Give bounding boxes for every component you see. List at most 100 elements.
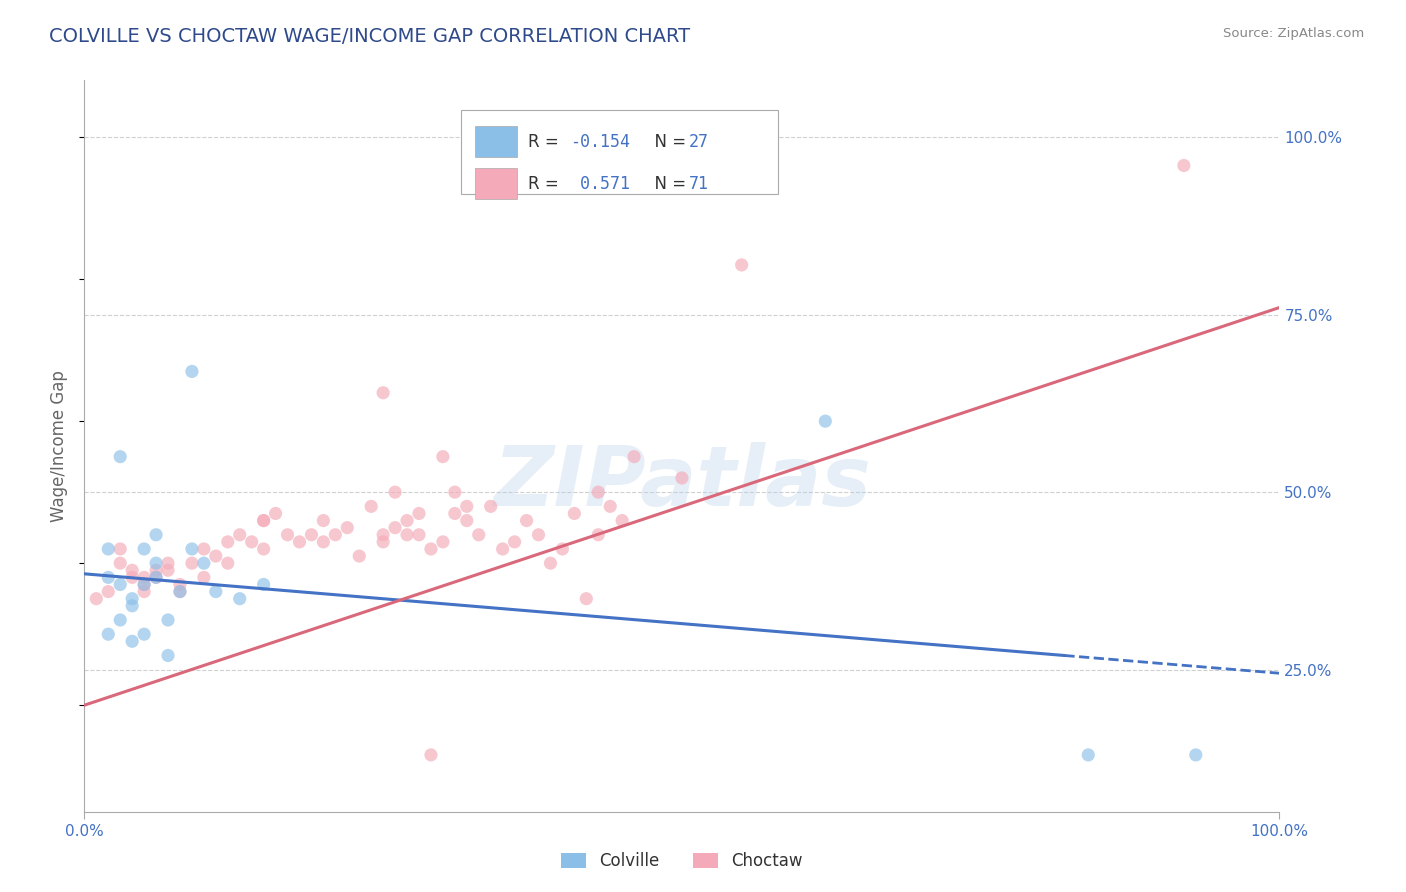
Point bbox=[205, 549, 228, 563]
Point bbox=[731, 258, 754, 272]
Point bbox=[588, 528, 610, 542]
Point bbox=[205, 584, 228, 599]
Point bbox=[217, 534, 239, 549]
Point bbox=[253, 577, 276, 591]
Point bbox=[145, 570, 167, 584]
Point bbox=[193, 541, 215, 556]
Point bbox=[145, 528, 167, 542]
Point bbox=[86, 591, 108, 606]
Point bbox=[110, 613, 132, 627]
Point bbox=[312, 534, 335, 549]
Point bbox=[217, 556, 239, 570]
Point bbox=[420, 541, 443, 556]
Point bbox=[336, 521, 359, 535]
Point bbox=[157, 613, 180, 627]
Point bbox=[1077, 747, 1099, 762]
Point bbox=[132, 584, 156, 599]
Point bbox=[97, 584, 120, 599]
Point bbox=[540, 556, 562, 570]
Point bbox=[588, 485, 610, 500]
Text: Source: ZipAtlas.com: Source: ZipAtlas.com bbox=[1223, 27, 1364, 40]
Y-axis label: Wage/Income Gap: Wage/Income Gap bbox=[51, 370, 69, 522]
Point bbox=[169, 584, 191, 599]
Point bbox=[301, 528, 323, 542]
Point bbox=[612, 514, 634, 528]
Point bbox=[240, 534, 263, 549]
Point bbox=[253, 541, 276, 556]
Point bbox=[551, 541, 574, 556]
Point bbox=[432, 534, 454, 549]
Point bbox=[456, 514, 478, 528]
Point bbox=[253, 514, 276, 528]
Text: -0.154: -0.154 bbox=[571, 133, 630, 151]
Text: N =: N = bbox=[644, 133, 690, 151]
Point bbox=[132, 627, 156, 641]
Point bbox=[157, 648, 180, 663]
Point bbox=[132, 577, 156, 591]
Point bbox=[468, 528, 491, 542]
Point bbox=[492, 541, 515, 556]
Point bbox=[432, 450, 454, 464]
Point bbox=[396, 528, 419, 542]
Point bbox=[277, 528, 299, 542]
Point bbox=[373, 534, 395, 549]
Point bbox=[193, 570, 215, 584]
Point bbox=[97, 627, 120, 641]
Point bbox=[169, 577, 191, 591]
Point bbox=[157, 563, 180, 577]
Point bbox=[408, 507, 430, 521]
Text: 0.571: 0.571 bbox=[571, 175, 630, 193]
Point bbox=[516, 514, 538, 528]
Point bbox=[1185, 747, 1208, 762]
Point bbox=[97, 570, 120, 584]
Point bbox=[360, 500, 382, 514]
Point bbox=[671, 471, 693, 485]
Point bbox=[373, 528, 395, 542]
Point bbox=[814, 414, 837, 428]
Point bbox=[229, 591, 252, 606]
Point bbox=[349, 549, 371, 563]
Point bbox=[384, 485, 406, 500]
Point bbox=[253, 514, 276, 528]
Text: R =: R = bbox=[529, 175, 564, 193]
Point bbox=[121, 599, 143, 613]
Text: 71: 71 bbox=[689, 175, 709, 193]
Text: N =: N = bbox=[644, 175, 690, 193]
Point bbox=[479, 500, 502, 514]
Point bbox=[110, 450, 132, 464]
Point bbox=[456, 500, 478, 514]
Point bbox=[564, 507, 586, 521]
Point bbox=[264, 507, 287, 521]
Point bbox=[132, 577, 156, 591]
Point bbox=[396, 514, 419, 528]
Legend: Colville, Choctaw: Colville, Choctaw bbox=[554, 846, 810, 877]
Text: R =: R = bbox=[529, 133, 564, 151]
Point bbox=[420, 747, 443, 762]
Point bbox=[444, 507, 467, 521]
Point bbox=[623, 450, 645, 464]
Point bbox=[181, 556, 204, 570]
Point bbox=[599, 500, 621, 514]
Point bbox=[157, 556, 180, 570]
Point bbox=[110, 541, 132, 556]
Point bbox=[145, 563, 167, 577]
Point bbox=[121, 563, 143, 577]
Point bbox=[110, 556, 132, 570]
Point bbox=[384, 521, 406, 535]
Point bbox=[110, 577, 132, 591]
Text: 27: 27 bbox=[689, 133, 709, 151]
Point bbox=[288, 534, 311, 549]
Point bbox=[121, 591, 143, 606]
Point bbox=[97, 541, 120, 556]
Point bbox=[132, 570, 156, 584]
Point bbox=[181, 364, 204, 378]
Text: ZIPatlas: ZIPatlas bbox=[494, 442, 870, 523]
Point bbox=[193, 556, 215, 570]
Point bbox=[121, 570, 143, 584]
Point bbox=[575, 591, 598, 606]
Text: COLVILLE VS CHOCTAW WAGE/INCOME GAP CORRELATION CHART: COLVILLE VS CHOCTAW WAGE/INCOME GAP CORR… bbox=[49, 27, 690, 45]
Point bbox=[527, 528, 550, 542]
Point bbox=[325, 528, 347, 542]
Point bbox=[373, 385, 395, 400]
Point bbox=[145, 570, 167, 584]
